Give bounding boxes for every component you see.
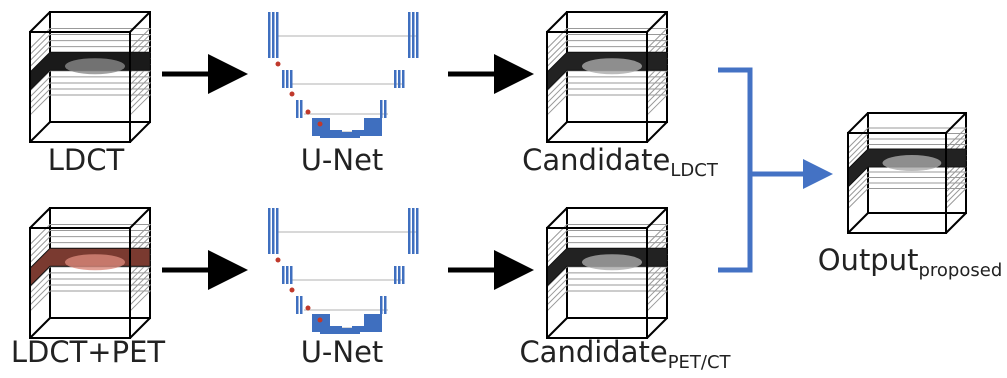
layer-block bbox=[398, 266, 401, 284]
pool-dot bbox=[276, 258, 281, 263]
diagram: LDCT U-Net CandidateLDCT LDCT+PET U-Net … bbox=[0, 0, 1007, 378]
layer-block bbox=[384, 296, 387, 314]
bottleneck bbox=[320, 132, 360, 138]
layer-block bbox=[416, 208, 419, 254]
pool-dot bbox=[290, 288, 295, 293]
cube-edge bbox=[547, 12, 567, 32]
layer-block bbox=[368, 118, 382, 136]
cube-edge bbox=[547, 208, 567, 228]
pool-dot bbox=[306, 306, 311, 311]
layer-block bbox=[296, 296, 299, 314]
pool-dot bbox=[290, 92, 295, 97]
label-text: Candidate bbox=[519, 335, 667, 369]
image-detail bbox=[65, 254, 125, 270]
layer-block bbox=[268, 208, 271, 254]
node-label: U-Net bbox=[301, 143, 384, 177]
layer-block bbox=[296, 100, 299, 118]
layer-block bbox=[412, 208, 415, 254]
layer-block bbox=[394, 70, 397, 88]
cube-edge bbox=[30, 12, 50, 32]
pool-dot bbox=[318, 122, 323, 127]
merge-bracket bbox=[718, 70, 750, 270]
unet-icon bbox=[268, 12, 419, 138]
layer-block bbox=[286, 70, 289, 88]
volume-cube bbox=[30, 12, 150, 142]
pool-dot bbox=[306, 110, 311, 115]
layer-block bbox=[300, 296, 303, 314]
layer-block bbox=[290, 70, 293, 88]
shapes bbox=[30, 12, 966, 338]
label-subscript: LDCT bbox=[670, 160, 718, 181]
layer-block bbox=[290, 266, 293, 284]
label-subscript: PET/CT bbox=[668, 352, 732, 373]
node-label: LDCT+PET bbox=[11, 335, 166, 369]
layer-block bbox=[282, 266, 285, 284]
image-detail bbox=[65, 58, 125, 74]
layer-block bbox=[272, 12, 275, 58]
layer-block bbox=[412, 12, 415, 58]
cube-edge bbox=[130, 122, 150, 142]
layer-block bbox=[416, 12, 419, 58]
volume-cube bbox=[30, 208, 150, 338]
node-label: LDCT bbox=[48, 143, 125, 177]
pool-dot bbox=[276, 62, 281, 67]
layer-block bbox=[286, 266, 289, 284]
layer-block bbox=[394, 266, 397, 284]
layer-block bbox=[276, 208, 279, 254]
image-detail bbox=[883, 155, 942, 171]
layer-block bbox=[368, 314, 382, 332]
cube-edge bbox=[946, 213, 966, 233]
layer-block bbox=[402, 70, 405, 88]
layer-block bbox=[402, 266, 405, 284]
cube-edge bbox=[848, 113, 868, 133]
bottleneck bbox=[320, 328, 360, 334]
volume-cube bbox=[547, 208, 667, 338]
layer-block bbox=[384, 100, 387, 118]
layer-block bbox=[408, 12, 411, 58]
layer-block bbox=[272, 208, 275, 254]
layer-block bbox=[398, 70, 401, 88]
volume-cube bbox=[848, 113, 966, 233]
image-detail bbox=[582, 58, 642, 74]
cube-edge bbox=[647, 122, 667, 142]
pool-dot bbox=[318, 318, 323, 323]
cube-edge bbox=[848, 213, 868, 233]
cube-edge bbox=[547, 122, 567, 142]
label-subscript: proposed bbox=[918, 260, 1002, 281]
node-label: Outputproposed bbox=[818, 243, 1003, 281]
label-text: Output bbox=[818, 243, 919, 277]
node-label: U-Net bbox=[301, 335, 384, 369]
layer-block bbox=[300, 100, 303, 118]
layer-block bbox=[408, 208, 411, 254]
layer-block bbox=[276, 12, 279, 58]
layer-block bbox=[282, 70, 285, 88]
cube-edge bbox=[30, 122, 50, 142]
volume-cube bbox=[547, 12, 667, 142]
node-label: CandidatePET/CT bbox=[519, 335, 731, 373]
layer-block bbox=[380, 100, 383, 118]
layer-block bbox=[268, 12, 271, 58]
label-text: Candidate bbox=[522, 143, 670, 177]
unet-icon bbox=[268, 208, 419, 334]
node-label: CandidateLDCT bbox=[522, 143, 719, 181]
layer-block bbox=[380, 296, 383, 314]
image-detail bbox=[582, 254, 642, 270]
cube-edge bbox=[30, 208, 50, 228]
